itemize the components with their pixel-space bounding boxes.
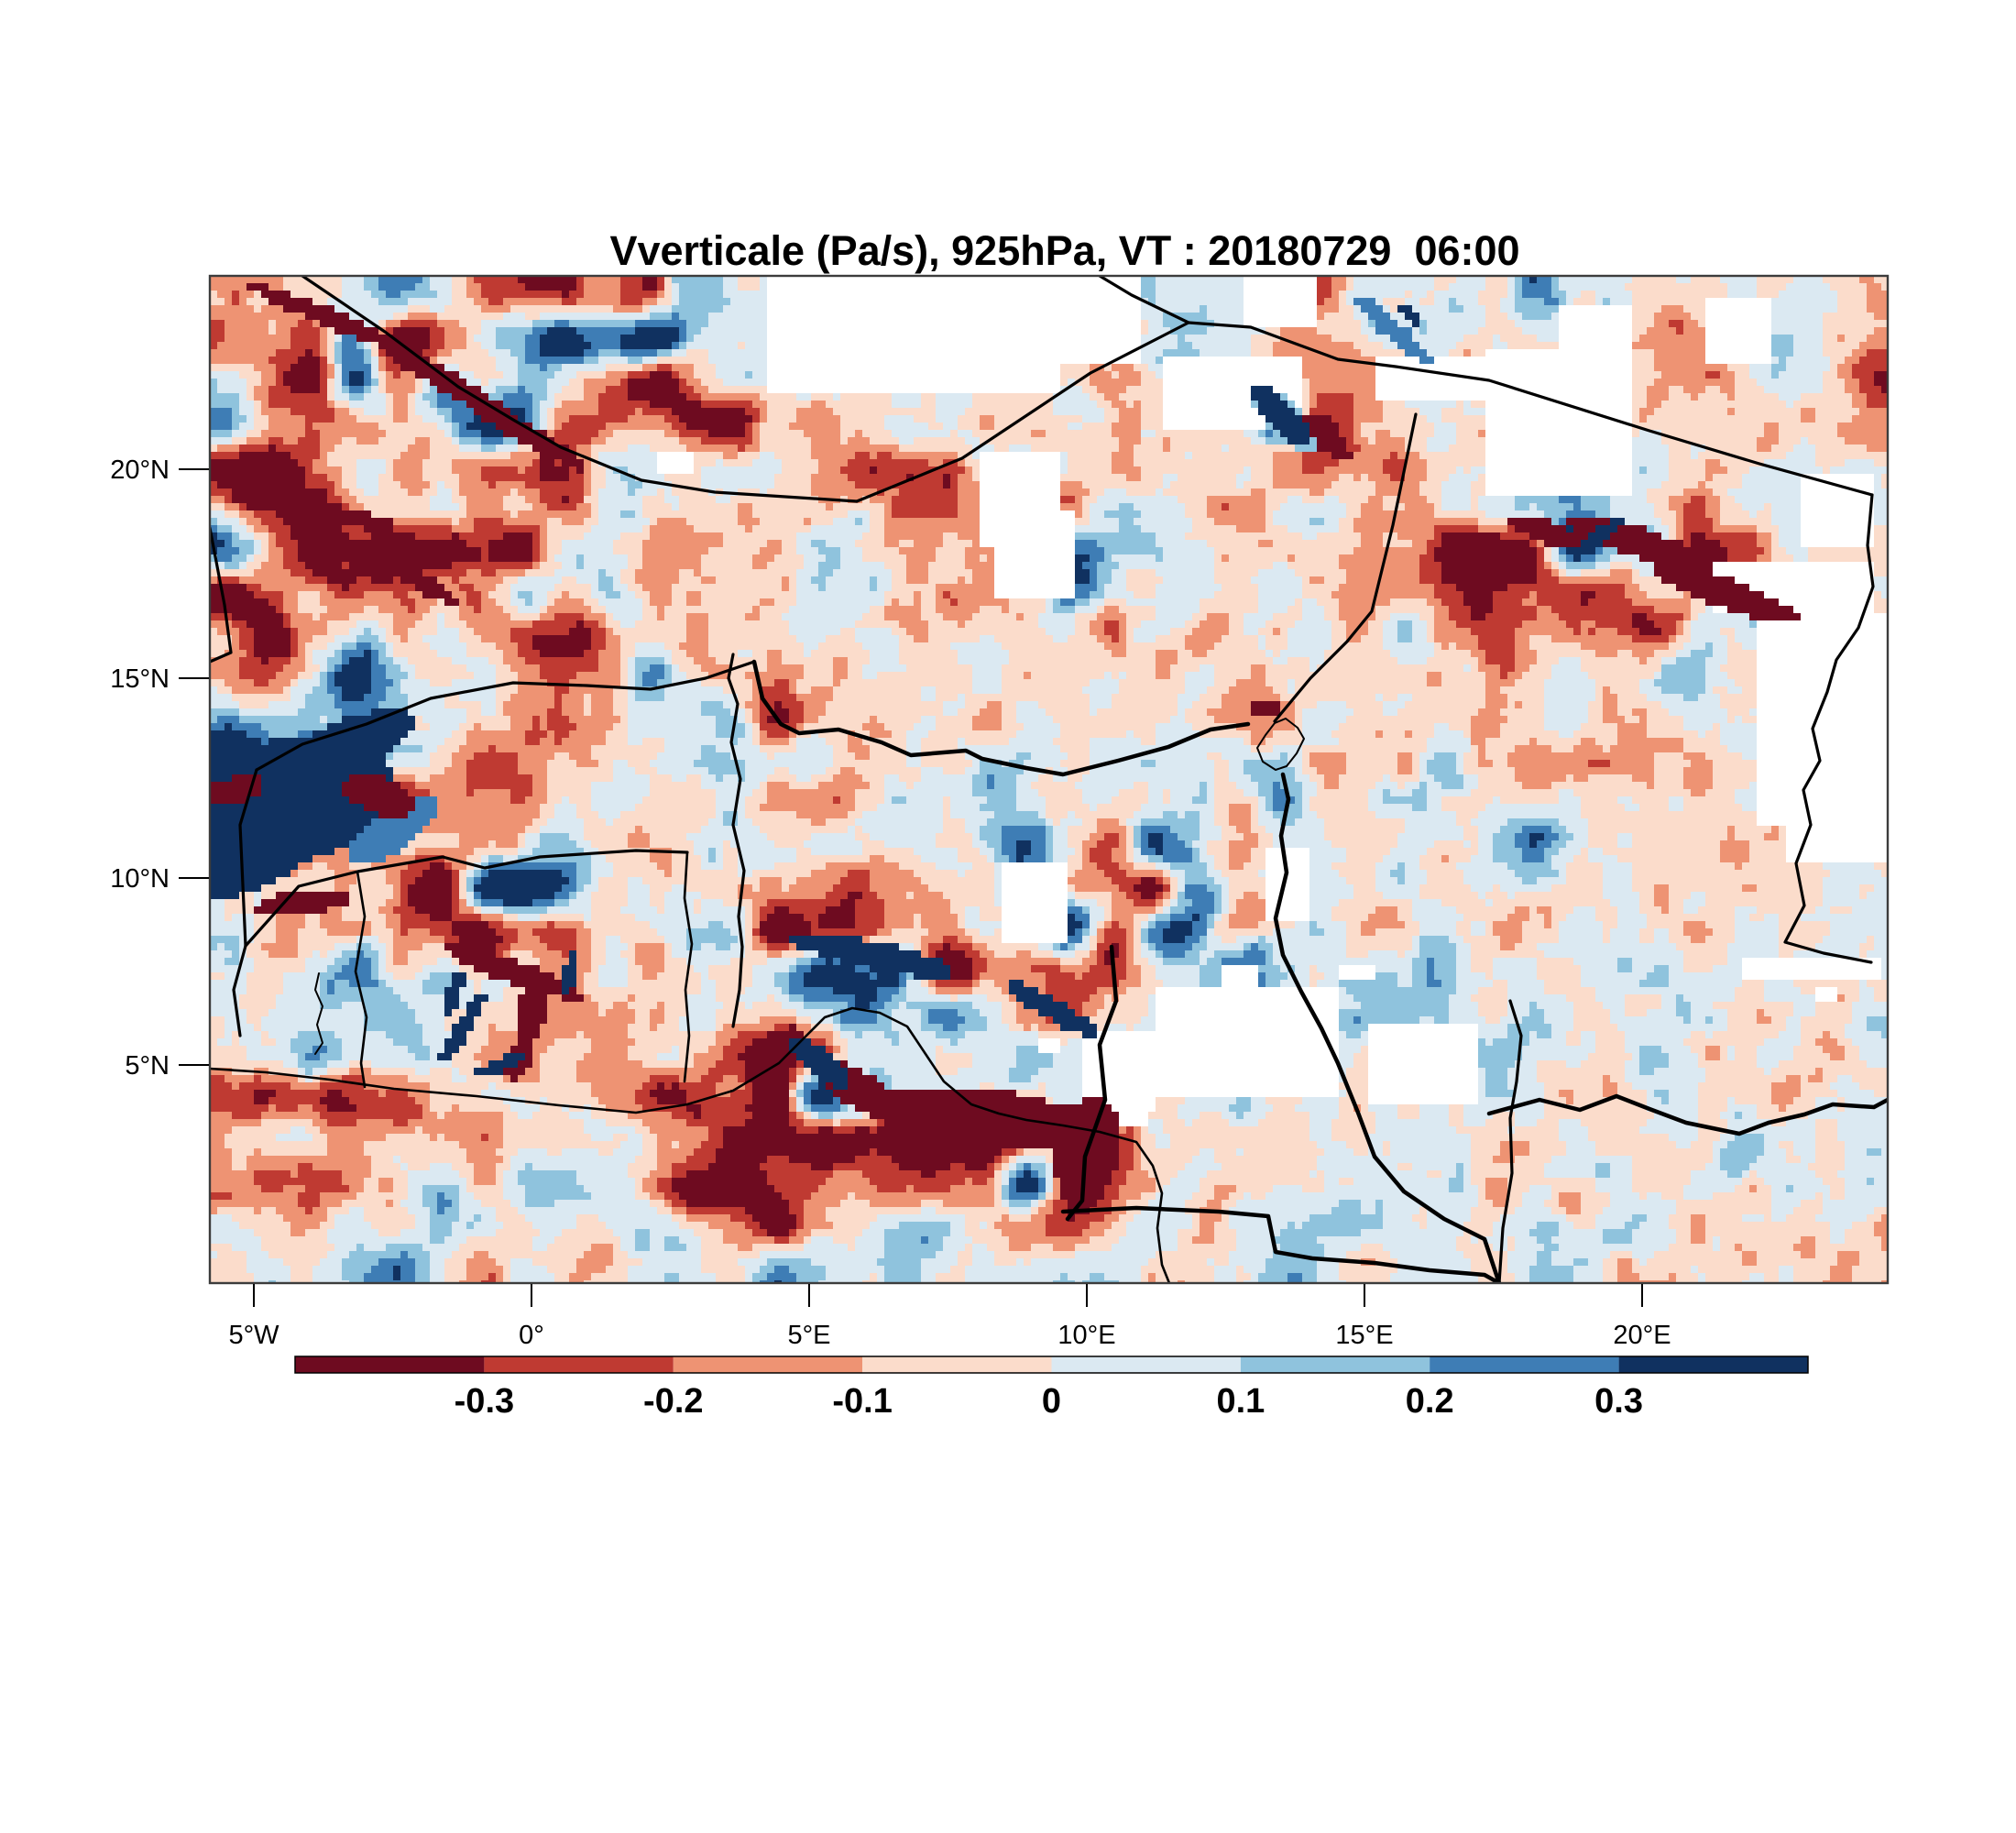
svg-text:0°: 0° [519, 1321, 544, 1350]
svg-text:10°N: 10°N [110, 864, 170, 894]
svg-text:15°N: 15°N [110, 664, 170, 694]
svg-text:0: 0 [1042, 1382, 1061, 1421]
svg-text:-0.1: -0.1 [832, 1382, 892, 1421]
svg-text:10°E: 10°E [1057, 1321, 1115, 1350]
svg-text:5°E: 5°E [787, 1321, 830, 1350]
svg-text:-0.3: -0.3 [455, 1382, 514, 1421]
svg-text:5°N: 5°N [125, 1051, 170, 1081]
svg-text:15°E: 15°E [1335, 1321, 1393, 1350]
svg-text:0.3: 0.3 [1594, 1382, 1643, 1421]
svg-text:20°N: 20°N [110, 456, 170, 485]
svg-text:0.2: 0.2 [1406, 1382, 1454, 1421]
svg-text:0.1: 0.1 [1216, 1382, 1265, 1421]
svg-text:Vverticale (Pa/s), 925hPa, VT: Vverticale (Pa/s), 925hPa, VT : 20180729… [609, 227, 1519, 274]
svg-text:20°E: 20°E [1613, 1321, 1671, 1350]
svg-text:-0.2: -0.2 [643, 1382, 703, 1421]
svg-text:5°W: 5°W [228, 1321, 279, 1350]
